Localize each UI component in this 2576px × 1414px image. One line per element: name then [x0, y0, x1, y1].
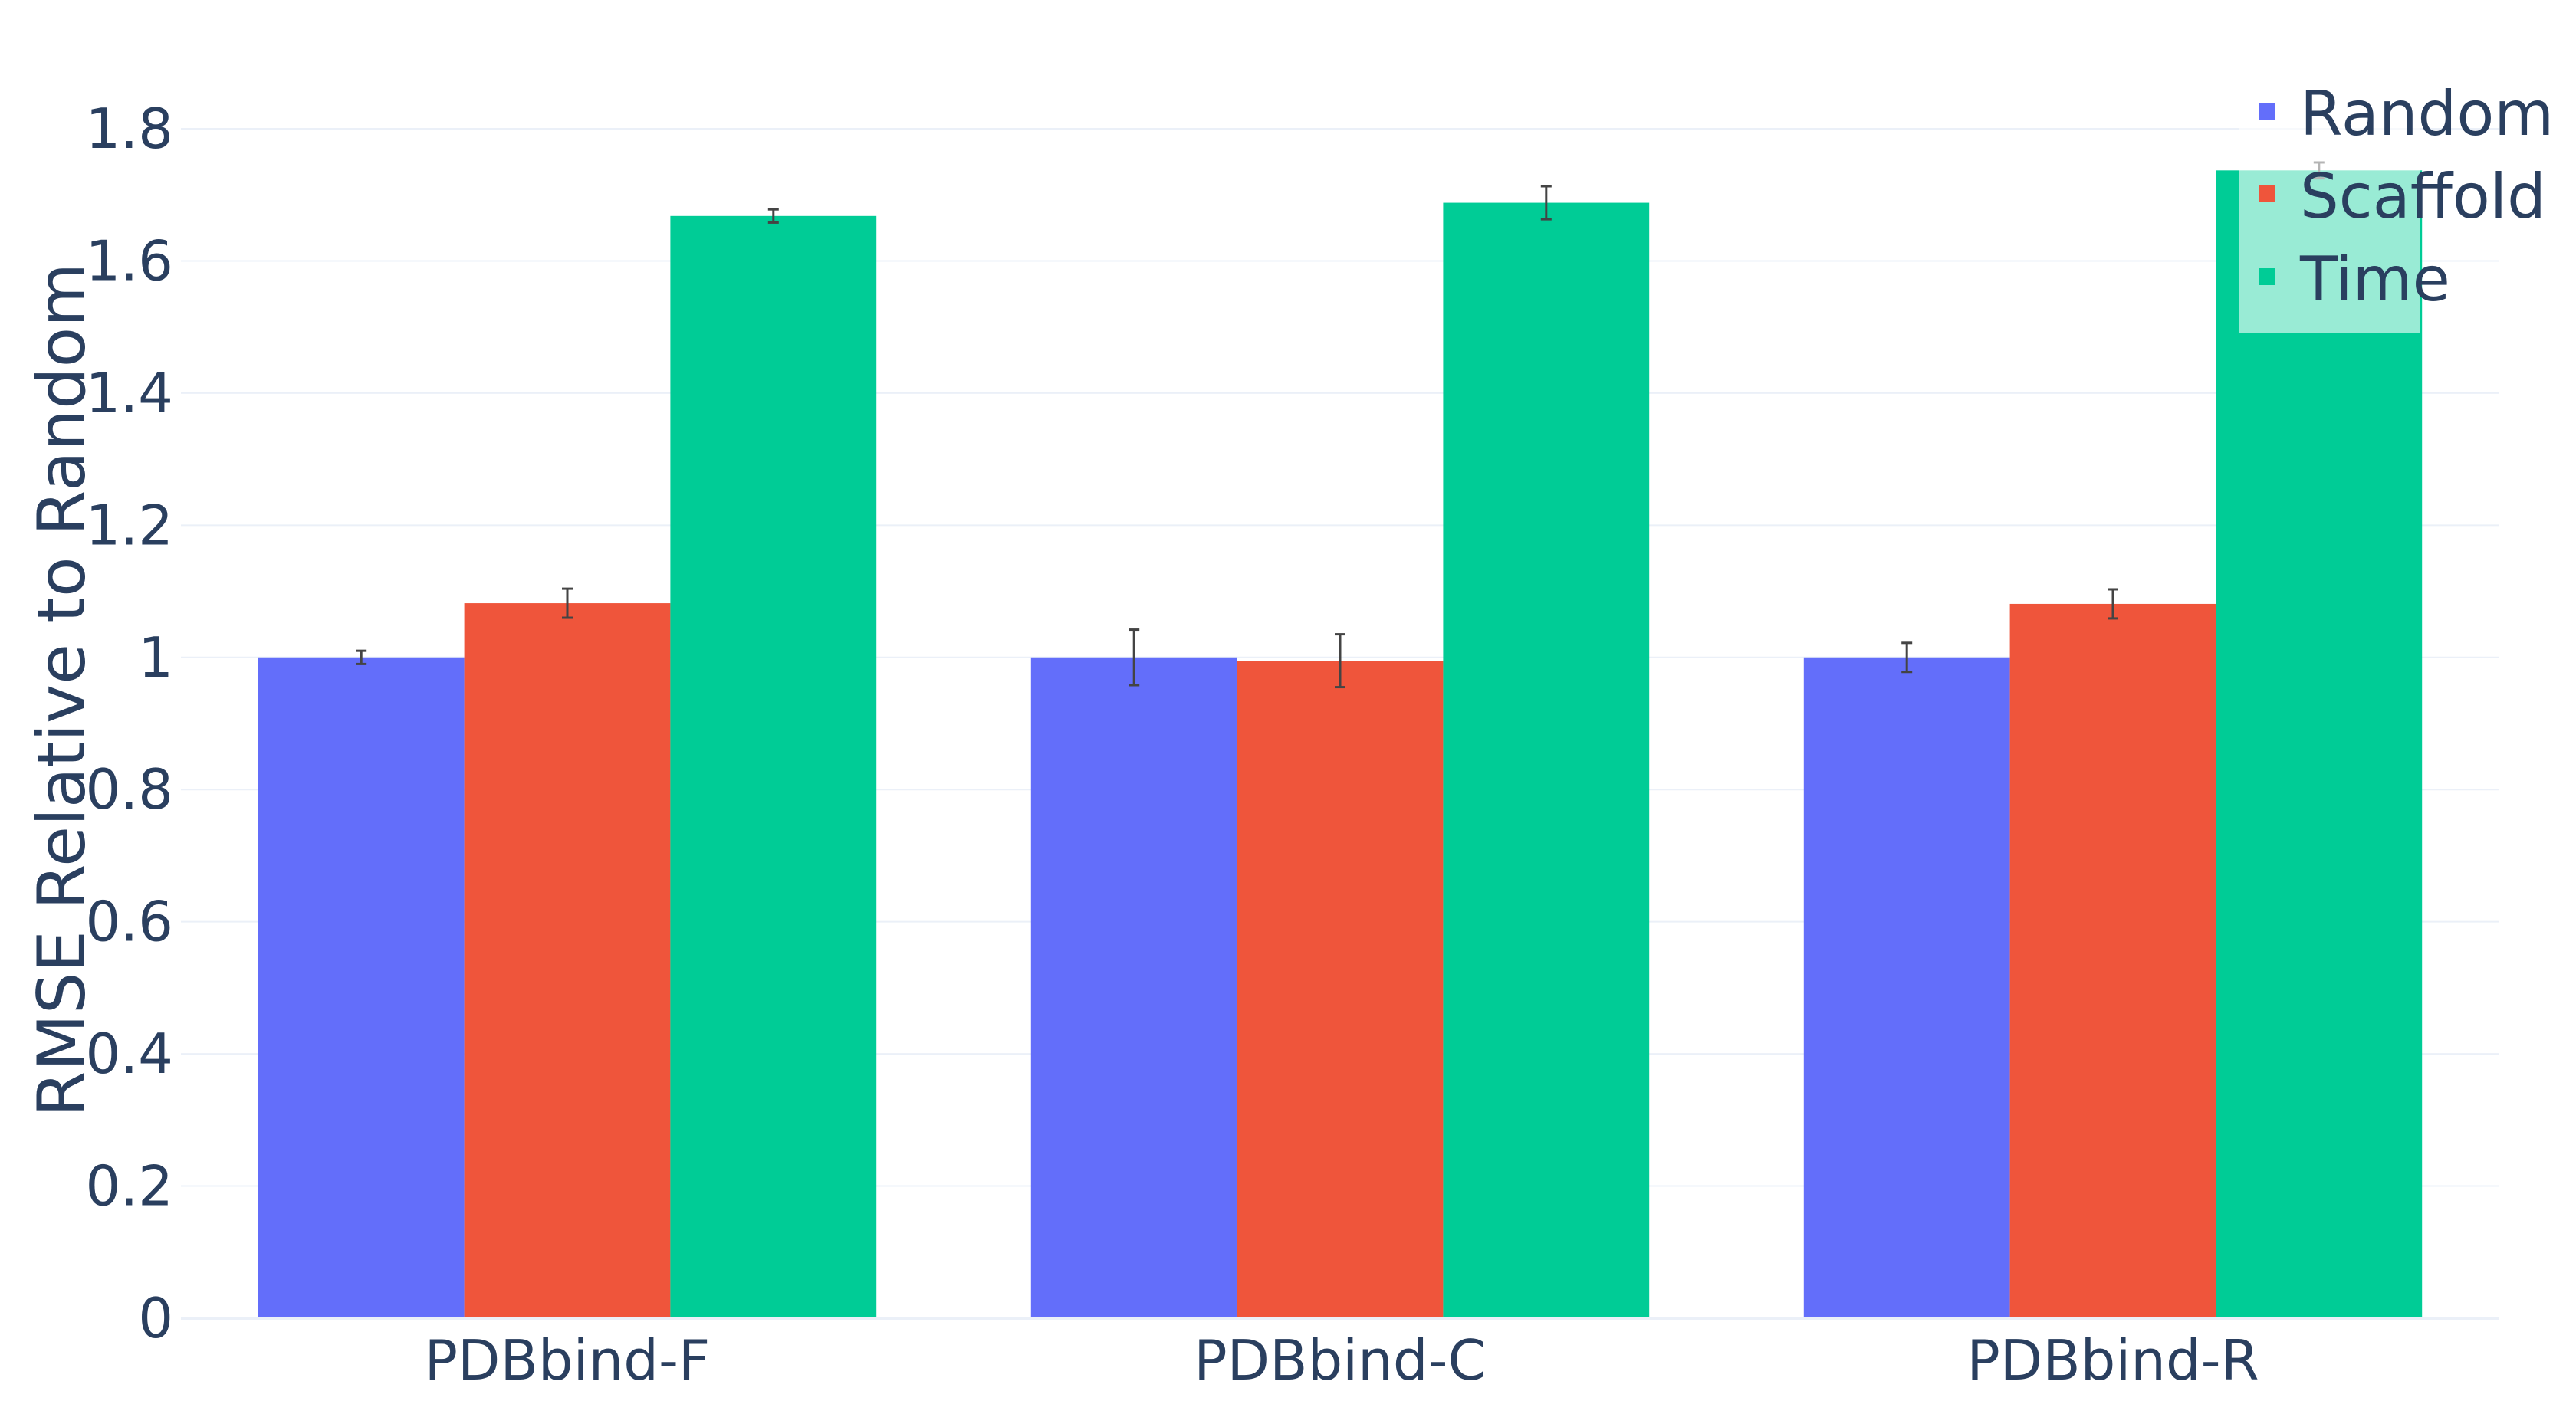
axes: 0 0.2 0.4 0.6 0.8 1 1.2 1.4 1.6 1.8 PDBbind-F PDBbi…	[85, 97, 2499, 1393]
bar-random-1[interactable]	[258, 657, 465, 1318]
legend-swatch	[2259, 103, 2275, 120]
bar-scaffold-1[interactable]	[464, 603, 671, 1318]
error-bar-scaffold-1	[562, 587, 573, 619]
y-tick-label: 1.4	[85, 361, 173, 425]
x-tick-label: PDBbind-C	[1194, 1328, 1487, 1393]
error-bar-scaffold-2	[1335, 633, 1346, 689]
y-tick-label: 1	[138, 625, 173, 690]
legend-item-scaffold[interactable]: Scaffold	[2259, 161, 2546, 232]
error-bar-time-2	[1540, 185, 1552, 221]
error-bar-random-3	[1901, 641, 1913, 674]
bar-random-2[interactable]	[1030, 657, 1237, 1318]
x-tick-label: PDBbind-R	[1967, 1328, 2259, 1393]
legend-label: Scaffold	[2300, 161, 2546, 232]
y-tick-label: 0.4	[85, 1022, 173, 1086]
legend-item-time[interactable]: Time	[2259, 244, 2450, 315]
legend-swatch	[2259, 185, 2275, 202]
y-tick-label: 1.6	[85, 228, 173, 293]
error-bar-random-1	[356, 649, 367, 665]
bar-scaffold-3[interactable]	[2009, 603, 2216, 1318]
legend[interactable]: Random Scaffold Time	[2239, 69, 2554, 333]
bar-time-1[interactable]	[670, 215, 877, 1318]
y-tick-label: 0.6	[85, 890, 173, 954]
legend-item-random[interactable]: Random	[2259, 78, 2554, 149]
bars	[258, 170, 2423, 1319]
y-tick-label: 1.8	[85, 97, 173, 161]
legend-label: Time	[2299, 244, 2450, 315]
error-bar-scaffold-3	[2108, 588, 2118, 620]
bar-random-3[interactable]	[1803, 657, 2010, 1318]
y-tick-label: 1.2	[85, 493, 173, 557]
y-tick-label: 0.8	[85, 757, 173, 822]
legend-label: Random	[2300, 78, 2554, 149]
bar-scaffold-2[interactable]	[1237, 661, 1444, 1318]
y-axis-title: RMSE Relative to Random	[24, 263, 100, 1117]
bar-time-2[interactable]	[1443, 202, 1650, 1319]
error-bar-random-2	[1129, 628, 1140, 687]
legend-swatch	[2259, 268, 2275, 285]
bar-time-3[interactable]	[2216, 170, 2423, 1318]
y-tick-label: 0.2	[85, 1154, 173, 1219]
error-bars	[356, 161, 2325, 689]
x-tick-label: PDBbind-F	[425, 1328, 711, 1393]
y-tick-label: 0	[138, 1286, 173, 1350]
error-bar-time-1	[767, 208, 779, 224]
